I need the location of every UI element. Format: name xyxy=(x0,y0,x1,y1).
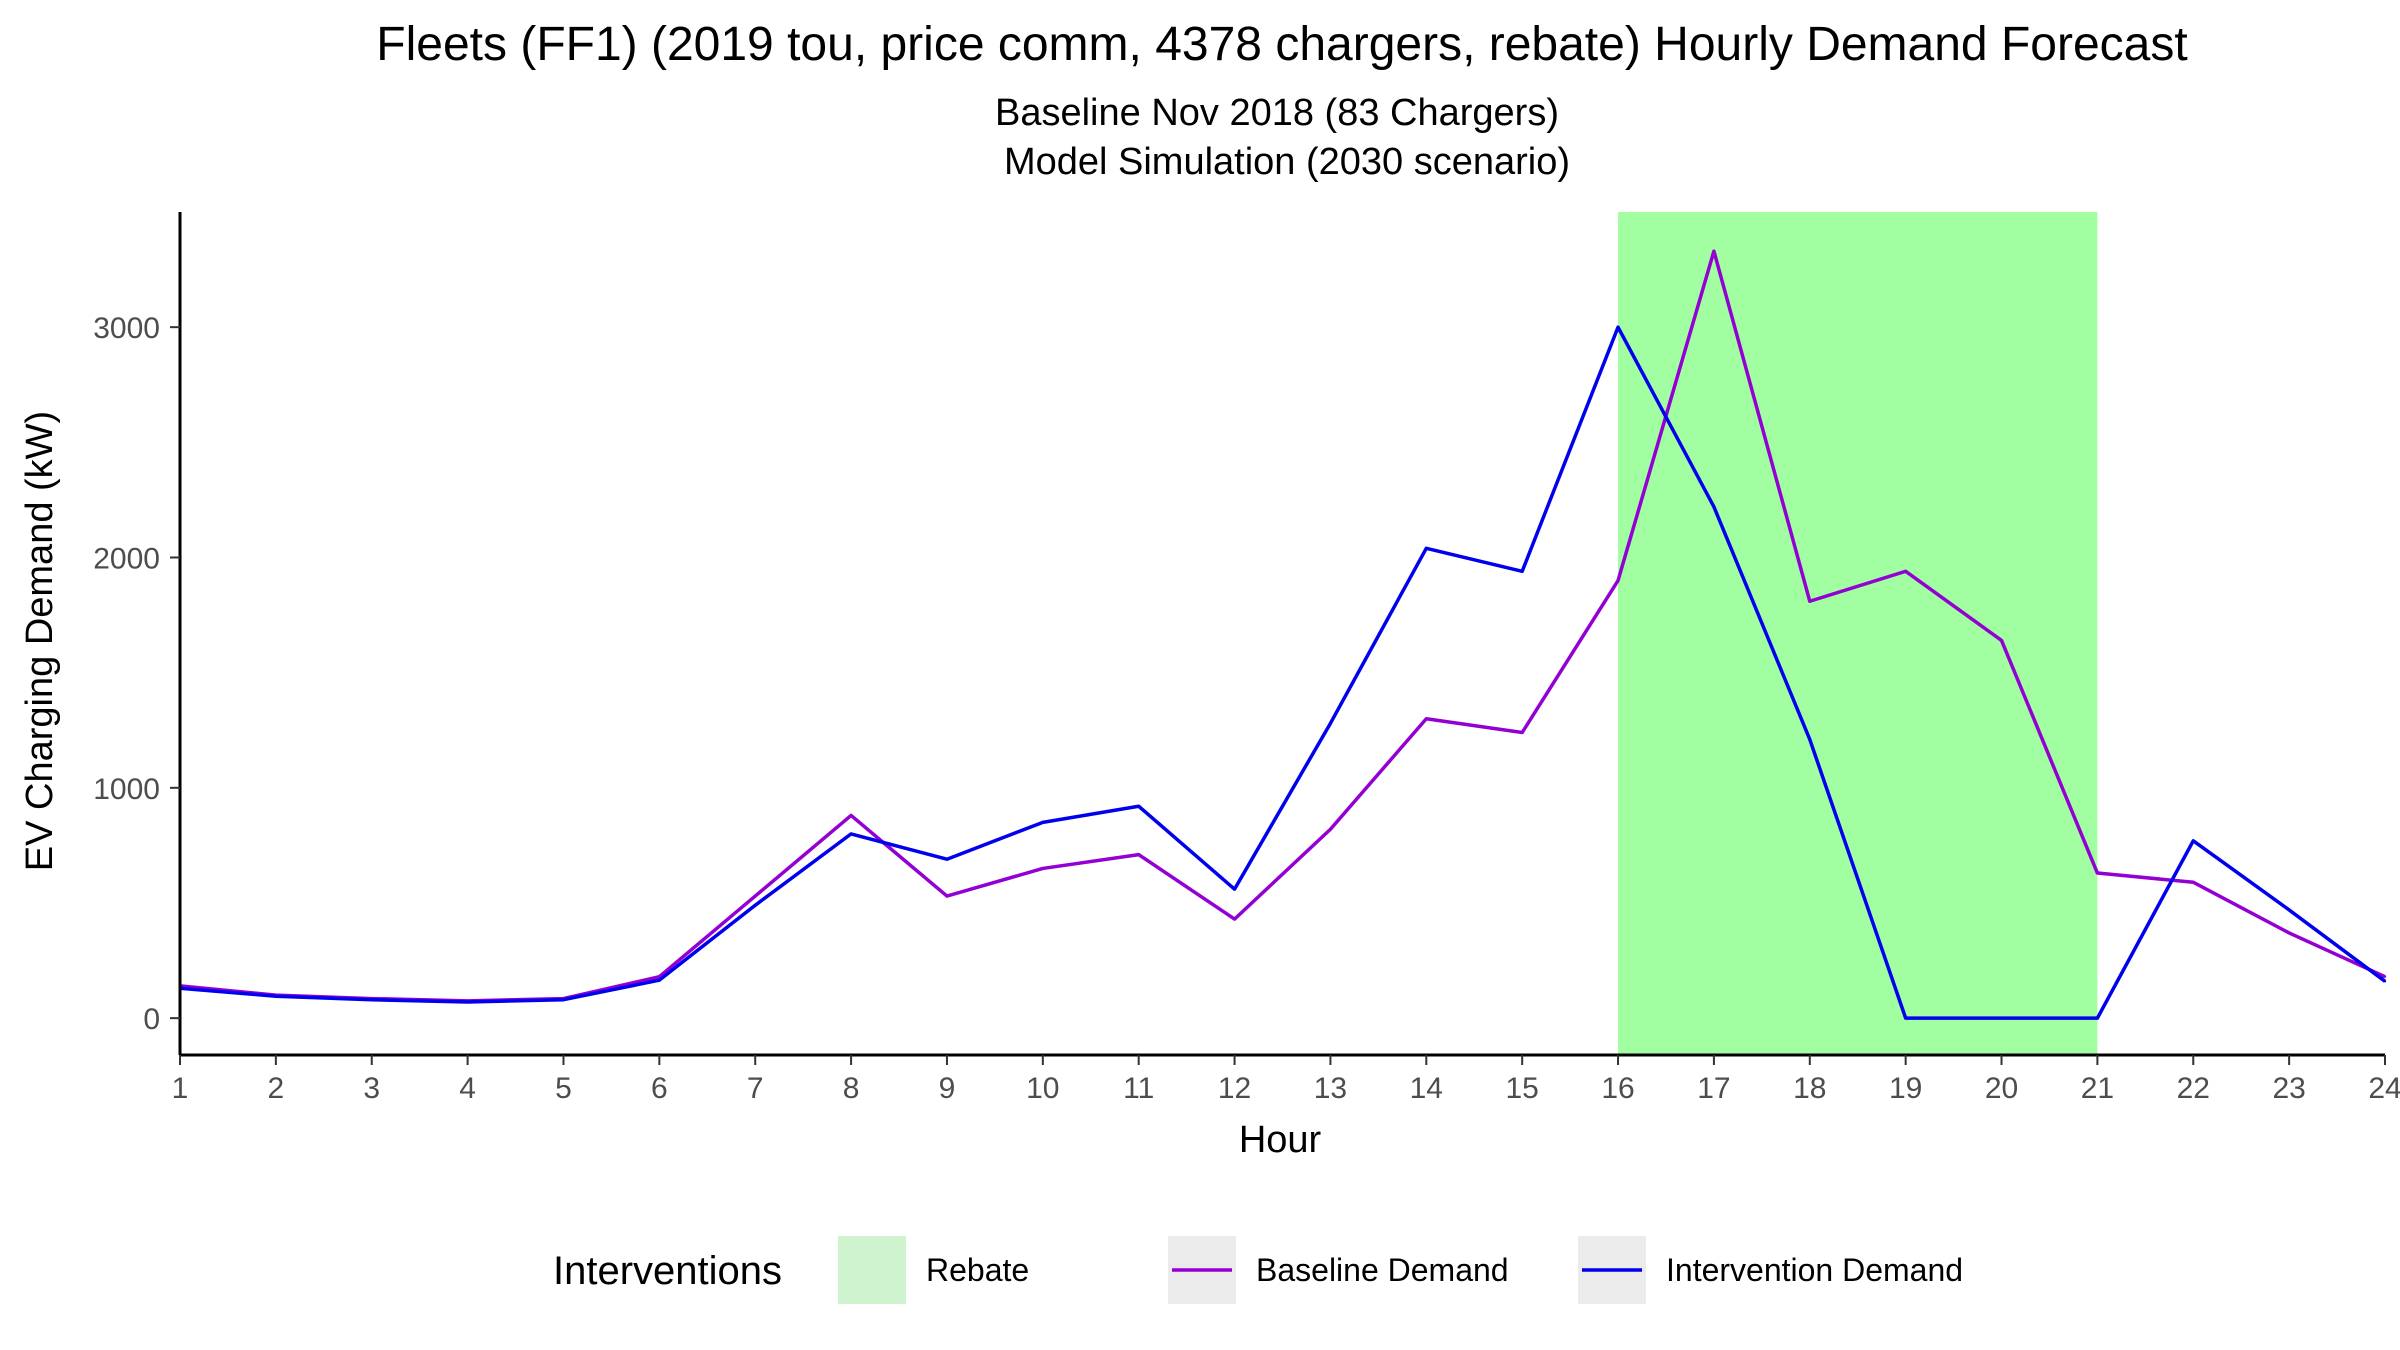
x-tick-label-3: 3 xyxy=(363,1072,380,1105)
shaded-region-rebate xyxy=(1618,212,2098,1055)
x-tick-label-24: 24 xyxy=(2368,1072,2400,1105)
data-point-intervention-demand-16 xyxy=(1616,325,1620,329)
legend-key-rebate xyxy=(838,1236,906,1304)
legend-title: Interventions xyxy=(553,1249,782,1293)
data-point-baseline-demand-13 xyxy=(1329,828,1332,831)
data-point-intervention-demand-3 xyxy=(370,998,373,1001)
y-tick-label-3000: 3000 xyxy=(93,312,160,345)
x-tick-label-12: 12 xyxy=(1218,1072,1251,1105)
x-tick-label-4: 4 xyxy=(459,1072,476,1105)
data-point-baseline-demand-24 xyxy=(2383,975,2387,978)
x-tick-label-10: 10 xyxy=(1026,1072,1059,1105)
legend-label-rebate: Rebate xyxy=(926,1252,1029,1288)
x-tick-label-5: 5 xyxy=(555,1072,572,1105)
legend: Interventions Rebate Baseline Demand Inter… xyxy=(553,1236,1963,1304)
x-axis-title: Hour xyxy=(1239,1119,1322,1161)
data-point-baseline-demand-10 xyxy=(1041,867,1045,870)
data-point-baseline-demand-8 xyxy=(849,814,853,817)
data-point-intervention-demand-15 xyxy=(1520,570,1524,573)
x-tick-label-13: 13 xyxy=(1314,1072,1347,1105)
data-point-intervention-demand-18 xyxy=(1808,738,1811,741)
x-tick-label-6: 6 xyxy=(651,1072,668,1105)
y-axis-title: EV Charging Demand (kW) xyxy=(19,411,61,871)
x-tick-label-23: 23 xyxy=(2272,1072,2305,1105)
data-point-intervention-demand-24 xyxy=(2383,980,2387,983)
chart-title: Fleets (FF1) (2019 tou, price comm, 4378… xyxy=(376,18,2187,71)
data-point-intervention-demand-2 xyxy=(274,995,278,998)
x-tick-label-7: 7 xyxy=(747,1072,764,1105)
data-point-baseline-demand-14 xyxy=(1425,717,1428,720)
data-point-baseline-demand-9 xyxy=(945,894,949,898)
x-tick-label-15: 15 xyxy=(1505,1072,1538,1105)
data-point-intervention-demand-4 xyxy=(466,1000,469,1004)
data-point-intervention-demand-6 xyxy=(658,978,661,982)
x-tick-label-19: 19 xyxy=(1889,1072,1922,1105)
data-point-intervention-demand-5 xyxy=(562,998,565,1001)
data-point-baseline-demand-7 xyxy=(754,894,757,898)
shaded-regions xyxy=(1618,212,2098,1055)
data-point-baseline-demand-19 xyxy=(1904,570,1907,573)
data-point-intervention-demand-10 xyxy=(1041,821,1045,824)
x-tick-label-18: 18 xyxy=(1793,1072,1826,1105)
x-tick-label-8: 8 xyxy=(843,1072,860,1105)
data-point-intervention-demand-17 xyxy=(1712,505,1716,509)
data-point-intervention-demand-13 xyxy=(1329,722,1332,725)
y-tick-label-0: 0 xyxy=(143,1003,160,1036)
x-tick-label-21: 21 xyxy=(2081,1072,2114,1105)
data-point-intervention-demand-22 xyxy=(2192,839,2195,842)
legend-label-baseline-demand: Baseline Demand xyxy=(1256,1252,1509,1288)
data-point-intervention-demand-8 xyxy=(849,832,853,836)
data-point-baseline-demand-20 xyxy=(2000,639,2003,642)
data-point-baseline-demand-18 xyxy=(1808,600,1811,603)
x-tick-label-9: 9 xyxy=(939,1072,956,1105)
data-point-intervention-demand-19 xyxy=(1904,1016,1907,1020)
data-point-intervention-demand-12 xyxy=(1233,887,1236,891)
data-point-intervention-demand-9 xyxy=(945,858,949,861)
data-point-intervention-demand-7 xyxy=(754,904,757,907)
series-line-intervention-demand xyxy=(179,325,2387,1020)
y-tick-label-2000: 2000 xyxy=(93,542,160,575)
axes: 1 2 3 4 5 6 7 8 9 10 11 12 13 14 15 16 17 18 19 20 21 22 23 240… xyxy=(93,212,2400,1105)
data-point-intervention-demand-20 xyxy=(2000,1016,2003,1020)
x-tick-label-16: 16 xyxy=(1601,1072,1634,1105)
data-point-baseline-demand-16 xyxy=(1616,579,1620,582)
data-point-baseline-demand-21 xyxy=(2096,871,2099,875)
data-point-baseline-demand-23 xyxy=(2287,931,2291,935)
data-point-intervention-demand-14 xyxy=(1425,547,1428,550)
data-point-baseline-demand-11 xyxy=(1137,853,1140,856)
data-point-baseline-demand-12 xyxy=(1233,917,1236,921)
chart-subtitle-line-2: Model Simulation (2030 scenario) xyxy=(1004,141,1570,183)
x-tick-label-11: 11 xyxy=(1123,1072,1154,1105)
x-tick-label-22: 22 xyxy=(2177,1072,2210,1105)
chart-subtitle-line-1: Baseline Nov 2018 (83 Chargers) xyxy=(995,92,1559,134)
x-tick-label-17: 17 xyxy=(1697,1072,1730,1105)
data-point-baseline-demand-15 xyxy=(1520,731,1524,734)
data-point-baseline-demand-17 xyxy=(1712,249,1716,253)
data-point-intervention-demand-21 xyxy=(2096,1016,2099,1020)
data-point-baseline-demand-22 xyxy=(2192,881,2195,884)
series-lines xyxy=(178,249,2387,1020)
x-tick-label-1: 1 xyxy=(172,1072,189,1105)
data-point-intervention-demand-11 xyxy=(1137,805,1140,808)
x-tick-label-14: 14 xyxy=(1410,1072,1443,1105)
x-tick-label-20: 20 xyxy=(1985,1072,2018,1105)
legend-label-intervention-demand: Intervention Demand xyxy=(1666,1252,1963,1288)
data-point-baseline-demand-6 xyxy=(658,975,661,978)
x-tick-label-2: 2 xyxy=(268,1072,285,1105)
y-tick-label-1000: 1000 xyxy=(93,773,160,806)
data-point-intervention-demand-23 xyxy=(2287,908,2291,912)
